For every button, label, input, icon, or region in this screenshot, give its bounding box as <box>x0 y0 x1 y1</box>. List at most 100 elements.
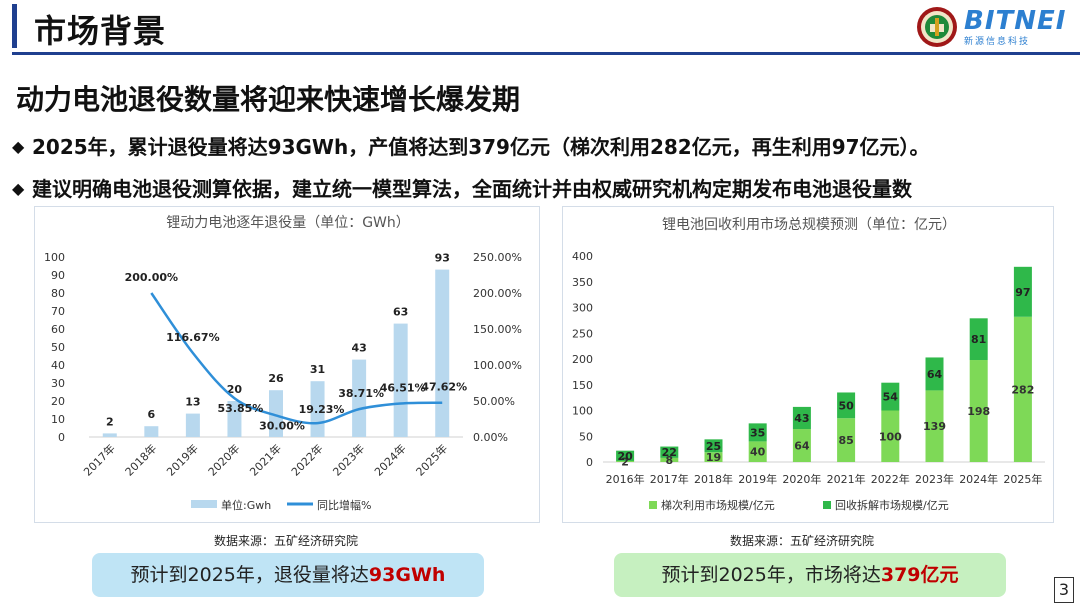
y-tick-label: 100 <box>44 251 65 264</box>
bar <box>102 433 117 437</box>
slide-title: 市场背景 <box>34 12 167 50</box>
segment-value-label: 25 <box>706 440 721 453</box>
y-tick-label: 50 <box>579 430 593 443</box>
x-tick-label: 2021年 <box>827 472 866 486</box>
x-tick-label: 2019年 <box>738 472 777 486</box>
y-tick-label: 30 <box>51 377 65 390</box>
bar <box>352 359 367 437</box>
header-accent-bar <box>12 4 17 48</box>
segment-value-label: 40 <box>750 446 766 459</box>
y-tick-label: 200 <box>572 353 593 366</box>
bar-segment-recycling <box>1013 266 1032 317</box>
bar <box>435 269 450 437</box>
y2-tick-label: 0.00% <box>473 431 508 444</box>
bar-value-label: 6 <box>148 408 156 421</box>
x-tick-label: 2017年 <box>650 472 689 486</box>
x-tick-label: 2016年 <box>606 472 645 486</box>
segment-value-label: 43 <box>794 412 809 425</box>
diamond-bullet-icon: ◆ <box>12 137 25 156</box>
bullet-item: ◆ 建议明确电池退役测算依据，建立统一模型算法，全面统计并由权威研究机构定期发布电… <box>12 173 912 202</box>
chart-title: 锂电池回收利用市场总规模预测（单位：亿元） <box>662 216 956 233</box>
segment-value-label: 54 <box>883 391 899 404</box>
y2-tick-label: 250.00% <box>473 251 522 264</box>
segment-value-label: 50 <box>838 399 854 412</box>
y-tick-label: 80 <box>51 287 65 300</box>
x-tick-label: 2024年 <box>371 441 408 478</box>
segment-value-label: 85 <box>838 434 853 447</box>
growth-value-label: 116.67% <box>166 331 219 344</box>
legend-swatch <box>649 501 657 509</box>
segment-value-label: 97 <box>1015 286 1030 299</box>
bar-segment-cascade <box>616 460 635 462</box>
bar-segment-cascade <box>704 452 723 462</box>
callout-text: 预计到2025年，市场将达 <box>661 564 881 586</box>
segment-value-label: 22 <box>662 446 677 459</box>
segment-value-label: 19 <box>706 451 721 464</box>
bar <box>144 426 159 437</box>
x-tick-label: 2024年 <box>959 472 998 486</box>
x-tick-label: 2017年 <box>80 441 117 478</box>
chart-title: 锂动力电池逐年退役量（单位：GWh） <box>166 215 410 231</box>
bar-segment-recycling <box>660 446 679 458</box>
y-tick-label: 150 <box>572 379 593 392</box>
bar-segment-recycling <box>792 406 811 430</box>
y2-tick-label: 150.00% <box>473 323 522 336</box>
slide-header: 市场背景 BITNEI 新源信息科技 <box>0 0 1080 55</box>
data-source-note: 数据来源：五矿经济研究院 <box>214 534 359 548</box>
data-source-note: 数据来源：五矿经济研究院 <box>730 534 875 548</box>
x-tick-label: 2018年 <box>122 441 159 478</box>
segment-value-label: 64 <box>794 440 810 453</box>
chart-panel-market: 锂电池回收利用市场总规模预测（单位：亿元） 0 50 100 150 200 250 300 3… <box>562 206 1054 523</box>
bar-segment-recycling <box>881 382 900 411</box>
y-tick-label: 0 <box>586 456 593 469</box>
header-divider <box>12 52 1080 55</box>
bullet-text: 建议明确电池退役测算依据，建立统一模型算法，全面统计并由权威研究机构定期发布电池… <box>32 177 912 201</box>
segment-value-label: 198 <box>967 405 990 418</box>
x-tick-label: 2018年 <box>694 472 733 486</box>
bar <box>393 323 408 437</box>
bar <box>185 413 200 437</box>
legend-swatch <box>823 501 831 509</box>
segment-value-label: 100 <box>879 430 902 443</box>
bar-segment-recycling <box>837 392 856 419</box>
bar-segment-recycling <box>748 423 767 442</box>
y-tick-label: 20 <box>51 395 65 408</box>
growth-value-label: 19.23% <box>299 403 345 416</box>
legend-label: 同比增幅% <box>317 498 371 512</box>
bar <box>269 390 283 437</box>
y-tick-label: 350 <box>572 276 593 289</box>
callout-retirement: 预计到2025年，退役量将达93GWh <box>92 553 484 597</box>
retirement-volume-chart: 锂动力电池逐年退役量（单位：GWh） 0 10 20 30 40 50 60 70 80 90 100… <box>44 215 522 512</box>
bar-segment-recycling <box>616 450 635 461</box>
bar-segment-cascade <box>660 457 679 462</box>
bar <box>227 401 242 437</box>
bar-value-label: 93 <box>435 252 450 265</box>
y2-tick-label: 50.00% <box>473 395 515 408</box>
chart-panel-retirement: 锂动力电池逐年退役量（单位：GWh） 0 10 20 30 40 50 60 70 80 90 100… <box>34 206 540 523</box>
company-emblem-icon <box>917 7 957 47</box>
callout-market: 预计到2025年，市场将达379亿元 <box>614 553 1006 597</box>
x-tick-label: 2025年 <box>1003 472 1042 486</box>
bullet-item: ◆ 2025年，累计退役量将达93GWh，产值将达到379亿元（梯次利用282亿元… <box>12 131 930 160</box>
y-tick-label: 10 <box>51 413 65 426</box>
x-tick-label: 2021年 <box>247 441 284 478</box>
y-tick-label: 90 <box>51 269 65 282</box>
bar-value-label: 26 <box>268 372 284 385</box>
segment-value-label: 139 <box>923 420 946 433</box>
market-size-chart: 锂电池回收利用市场总规模预测（单位：亿元）0501001502002503003… <box>572 216 1045 512</box>
y-tick-label: 0 <box>58 431 65 444</box>
x-tick-label: 2022年 <box>288 441 325 478</box>
growth-value-label: 200.00% <box>125 271 178 284</box>
bar-segment-recycling <box>925 357 944 391</box>
bar-segment-cascade <box>925 390 944 462</box>
brand-logo: BITNEI <box>964 6 1067 36</box>
bar-value-label: 13 <box>185 396 200 409</box>
bar-value-label: 20 <box>227 383 243 396</box>
y-tick-label: 40 <box>51 359 65 372</box>
segment-value-label: 282 <box>1011 383 1034 396</box>
bar-value-label: 31 <box>310 363 325 376</box>
legend-swatch <box>191 500 217 508</box>
segment-value-label: 81 <box>971 333 986 346</box>
callout-text: 预计到2025年，退役量将达 <box>130 564 369 586</box>
y-tick-label: 400 <box>572 250 593 263</box>
